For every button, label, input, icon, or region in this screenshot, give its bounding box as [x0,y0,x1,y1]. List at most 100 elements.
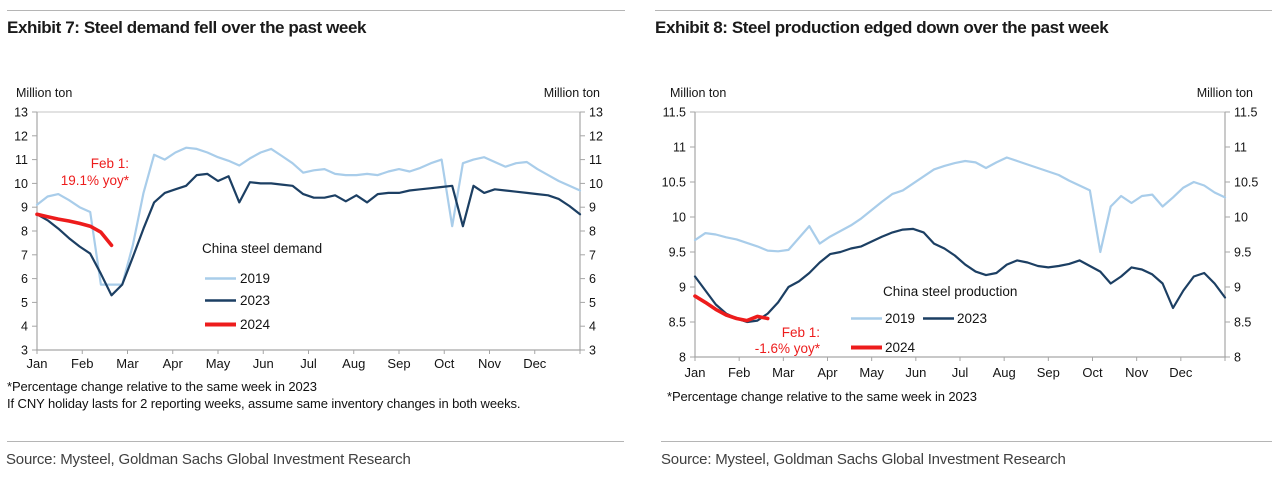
svg-text:Jul: Jul [952,365,969,380]
yoy-callout: Feb 1: 19.1% yoy* [61,156,130,188]
source-rule-left [7,441,624,442]
axes: 8 8 8.5 8.5 9 9 9.5 9.5 10 10 10.5 10.5 11 11 11.5 11.5… [662,106,1259,381]
legend-label-2019: 2019 [885,311,915,326]
svg-text:11: 11 [1234,141,1247,155]
svg-text:Dec: Dec [523,356,547,371]
svg-text:13: 13 [589,106,603,120]
svg-text:11: 11 [15,153,28,167]
production-footnote-1: *Percentage change relative to the same … [667,389,977,404]
svg-text:Feb 1:: Feb 1: [91,156,129,171]
svg-text:Feb: Feb [71,356,93,371]
svg-text:8: 8 [21,225,28,239]
svg-text:Jun: Jun [253,356,274,371]
svg-text:6: 6 [589,272,596,286]
svg-text:Jan: Jan [27,356,48,371]
svg-text:11.5: 11.5 [663,106,686,120]
svg-text:11: 11 [589,153,602,167]
svg-text:9.5: 9.5 [1234,246,1251,260]
svg-text:10: 10 [672,211,686,225]
svg-text:8: 8 [679,351,686,365]
legend-label-2024: 2024 [885,340,916,355]
svg-text:Feb: Feb [728,365,750,380]
series-2023-line [693,227,1227,324]
svg-text:Sep: Sep [387,356,410,371]
svg-text:Nov: Nov [1125,365,1149,380]
svg-text:5: 5 [589,296,596,310]
svg-text:13: 13 [14,106,28,120]
top-rule-left [7,10,625,11]
svg-text:Oct: Oct [1082,365,1103,380]
legend: China steel production 2019 2023 2024 [851,284,1017,355]
svg-text:Nov: Nov [478,356,502,371]
legend: China steel demand 2019 2023 2024 [202,241,322,332]
demand-footnote-2: If CNY holiday lasts for 2 reporting wee… [7,396,521,411]
top-rule-right [655,10,1272,11]
legend-title: China steel demand [202,241,322,256]
svg-text:3: 3 [21,344,28,358]
svg-text:Dec: Dec [1169,365,1193,380]
svg-text:9: 9 [1234,281,1241,295]
svg-text:19.1% yoy*: 19.1% yoy* [61,173,130,188]
series-2019-line [693,156,1227,254]
svg-text:10: 10 [14,177,28,191]
svg-text:Apr: Apr [817,365,838,380]
svg-text:9: 9 [679,281,686,295]
source-text-left: Source: Mysteel, Goldman Sachs Global In… [6,451,411,468]
legend-label-2023: 2023 [240,293,270,308]
svg-text:8: 8 [1234,351,1241,365]
svg-text:Mar: Mar [772,365,795,380]
svg-text:Oct: Oct [434,356,455,371]
steel-demand-chart: 3 3 4 4 5 5 6 6 7 7 8 8 9 9 10 10 11 11 12 12 13 13 Jan Feb Mar A… [14,86,603,372]
yoy-callout: Feb 1:-1.6% yoy* [755,325,821,356]
svg-text:9: 9 [589,201,596,215]
svg-text:Jul: Jul [300,356,317,371]
source-text-right: Source: Mysteel, Goldman Sachs Global In… [661,451,1066,468]
svg-text:9.5: 9.5 [669,246,686,260]
svg-text:10.5: 10.5 [662,176,686,190]
series-2019-line [35,146,582,286]
axis-unit-labels: Million ton Million ton [16,86,600,100]
axes: 3 3 4 4 5 5 6 6 7 7 8 8 9 9 10 10 11 11 12 12 13 13 Jan Feb Mar A… [14,106,603,372]
svg-text:12: 12 [589,129,603,143]
svg-text:Million ton: Million ton [670,86,726,100]
svg-text:Mar: Mar [116,356,139,371]
series-2024-line [35,212,114,248]
svg-text:4: 4 [21,320,28,334]
svg-text:10: 10 [589,177,603,191]
axis-unit-labels: Million ton Million ton [670,86,1253,100]
svg-text:8: 8 [589,225,596,239]
exhibit-8-title: Exhibit 8: Steel production edged down o… [655,18,1109,37]
source-rule-right [661,441,1272,442]
svg-text:May: May [206,356,231,371]
svg-text:May: May [859,365,884,380]
svg-text:8.5: 8.5 [669,316,686,330]
svg-text:11.5: 11.5 [1234,106,1257,120]
svg-text:10.5: 10.5 [1234,176,1258,190]
exhibit-7-title: Exhibit 7: Steel demand fell over the pa… [7,18,367,37]
svg-text:9: 9 [21,201,28,215]
svg-text:8.5: 8.5 [1234,316,1251,330]
svg-text:4: 4 [589,320,596,334]
svg-text:Aug: Aug [993,365,1016,380]
legend-label-2023: 2023 [957,311,987,326]
svg-text:11: 11 [673,141,686,155]
series-2023-line [35,172,582,297]
svg-text:3: 3 [589,344,596,358]
svg-text:Aug: Aug [342,356,365,371]
svg-text:Sep: Sep [1037,365,1060,380]
svg-text:Jun: Jun [905,365,926,380]
demand-footnote-1: *Percentage change relative to the same … [7,379,317,394]
svg-text:Million ton: Million ton [544,86,600,100]
svg-text:-1.6% yoy*: -1.6% yoy* [755,341,821,356]
steel-production-chart: 8 8 8.5 8.5 9 9 9.5 9.5 10 10 10.5 10.5 11 11 11.5 11.5… [662,86,1259,381]
svg-text:6: 6 [21,272,28,286]
svg-text:Feb 1:: Feb 1: [782,325,820,340]
legend-label-2024: 2024 [240,317,271,332]
series-2024-line [693,294,770,323]
svg-text:7: 7 [589,248,596,262]
legend-label-2019: 2019 [240,271,270,286]
svg-text:Jan: Jan [685,365,706,380]
svg-text:Apr: Apr [163,356,184,371]
svg-text:10: 10 [1234,211,1248,225]
